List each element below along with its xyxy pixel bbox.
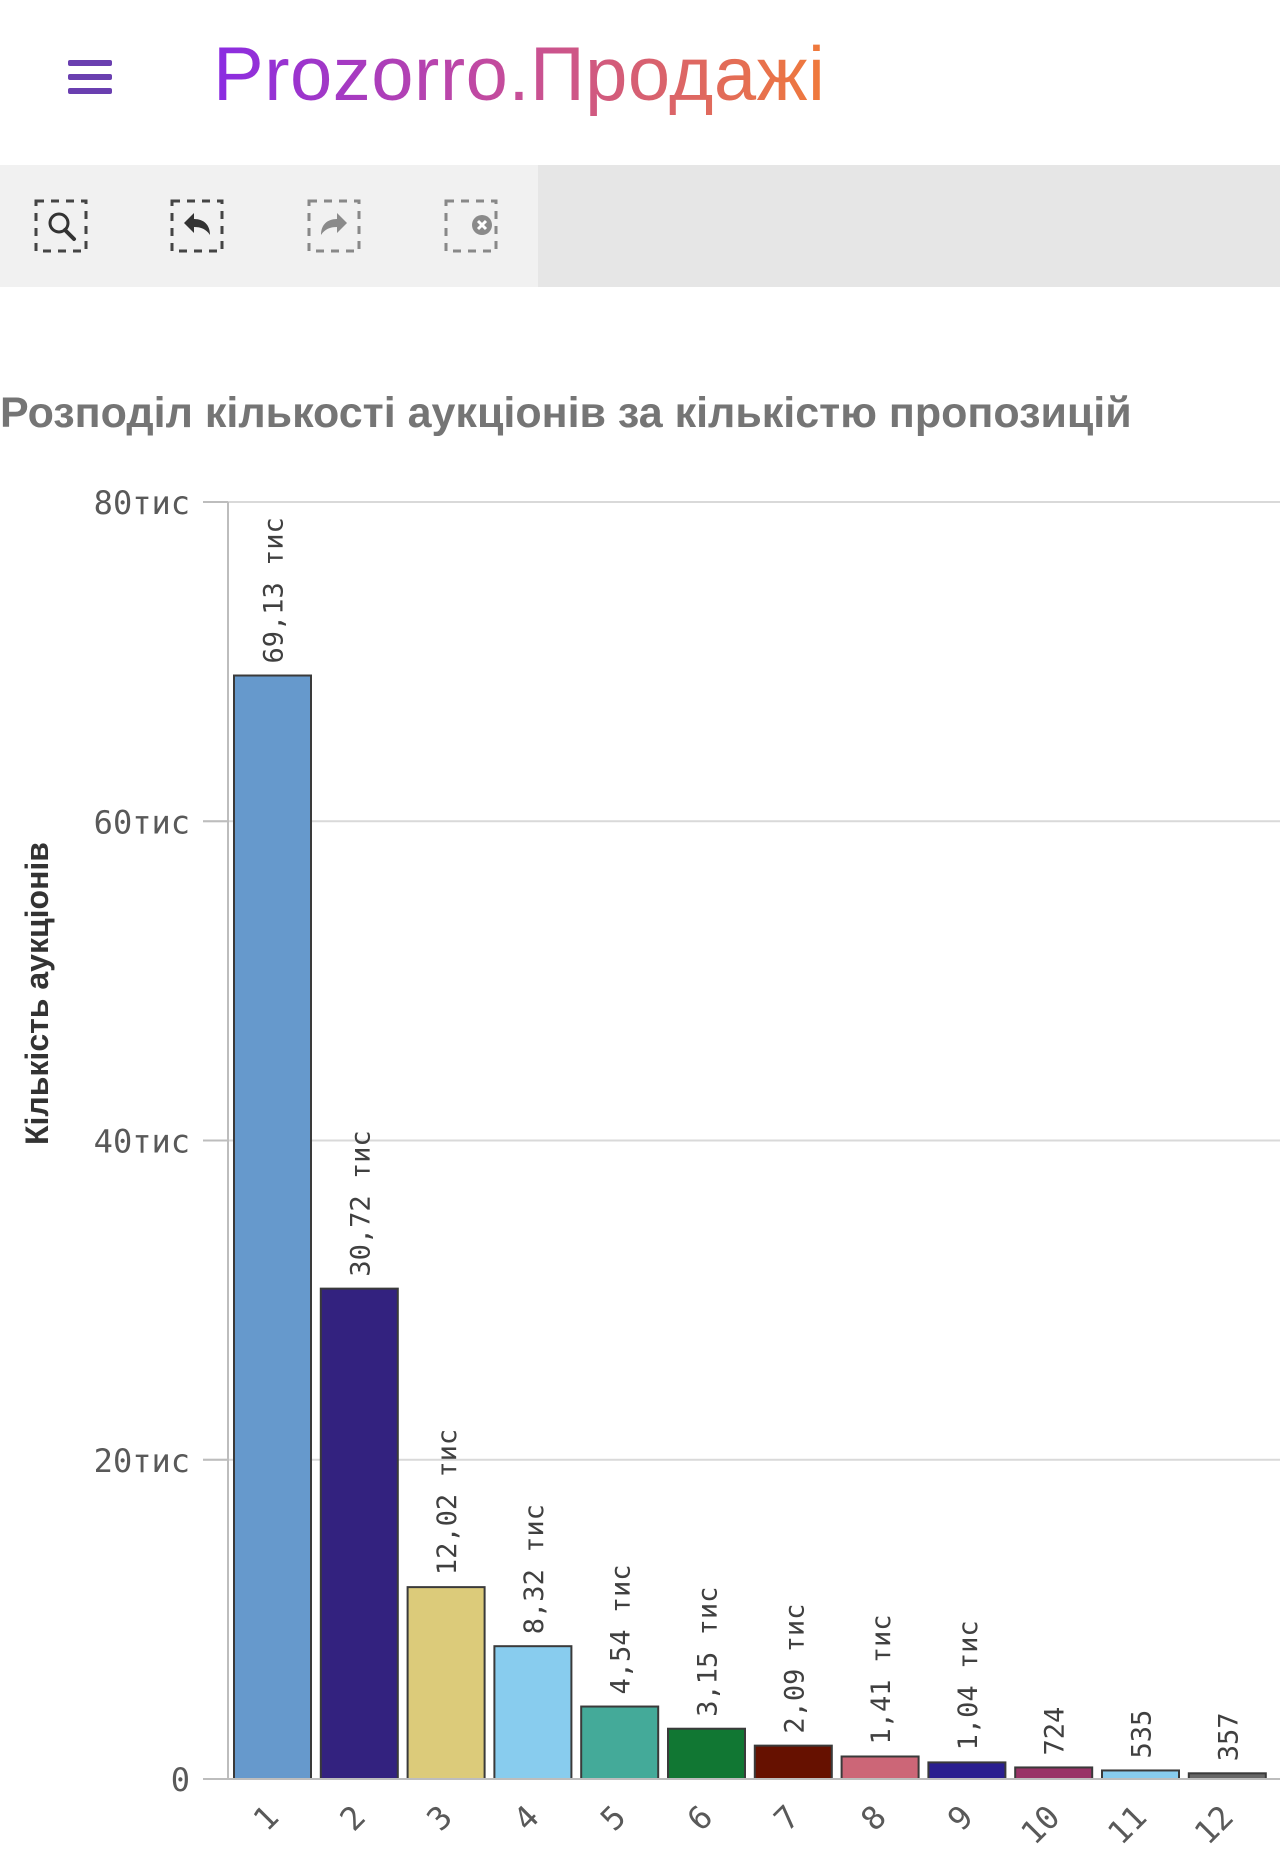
bar <box>233 674 312 1781</box>
bar <box>319 1287 399 1781</box>
bar-data-label: 8,32 тис <box>519 1504 550 1634</box>
bar-chart: 0 20тис 40тис 60тис 80тис 69,13 тис 1 30,72 тис… <box>94 484 1280 1852</box>
x-tick-label: 9 <box>940 1798 980 1838</box>
bar-data-label: 1,04 тис <box>953 1620 984 1750</box>
x-tick-label: 2 <box>332 1798 372 1838</box>
x-tick-label: 10 <box>1013 1798 1067 1852</box>
bar <box>840 1755 920 1781</box>
x-tick-label: 7 <box>766 1798 806 1838</box>
bar-data-label: 30,72 тис <box>345 1130 376 1276</box>
bar-data-label: 1,41 тис <box>866 1614 897 1744</box>
bar <box>753 1744 833 1781</box>
x-tick-label: 5 <box>593 1798 633 1838</box>
selection-tools-group <box>0 165 538 287</box>
bar-data-label: 12,02 тис <box>432 1429 463 1575</box>
y-tick-label: 0 <box>171 1761 190 1799</box>
selection-toolbar <box>0 165 1280 287</box>
brand-logo[interactable]: Prozorro.Продажі <box>213 30 825 120</box>
y-tick-label: 40тис <box>94 1123 190 1161</box>
bar <box>406 1586 486 1780</box>
search-selection-icon[interactable] <box>32 197 90 255</box>
bar-data-label: 4,54 тис <box>606 1564 637 1694</box>
bar-data-label: 357 <box>1213 1713 1244 1762</box>
bar <box>1014 1766 1094 1780</box>
app-header: Prozorro.Продажі <box>0 0 1280 165</box>
bar <box>1101 1769 1180 1781</box>
y-tick-label: 60тис <box>94 803 190 841</box>
bar-data-label: 2,09 тис <box>779 1604 810 1734</box>
bar <box>580 1705 660 1781</box>
y-tick-label: 80тис <box>94 484 190 522</box>
x-tick-label: 1 <box>246 1798 286 1838</box>
clear-selection-icon[interactable] <box>442 197 500 255</box>
hamburger-menu-icon[interactable] <box>62 52 118 102</box>
bar-data-label: 3,15 тис <box>693 1587 724 1717</box>
x-tick-label: 12 <box>1187 1798 1241 1852</box>
bar <box>493 1645 573 1781</box>
x-tick-label: 11 <box>1100 1798 1154 1852</box>
y-tick-label: 20тис <box>94 1442 190 1480</box>
undo-selection-icon[interactable] <box>168 197 226 255</box>
redo-selection-icon[interactable] <box>305 197 363 255</box>
x-tick-label: 8 <box>853 1798 893 1838</box>
x-tick-label: 6 <box>680 1798 720 1838</box>
bar <box>927 1761 1007 1781</box>
bar <box>667 1727 746 1781</box>
chart-title: Розподіл кількості аукціонів за кількіст… <box>0 389 1132 437</box>
x-tick-label: 4 <box>506 1798 546 1838</box>
bar-data-label: 724 <box>1040 1707 1071 1756</box>
bar-data-label: 69,13 тис <box>259 517 290 663</box>
x-tick-label: 3 <box>419 1798 459 1838</box>
bar-data-label: 535 <box>1127 1710 1158 1759</box>
